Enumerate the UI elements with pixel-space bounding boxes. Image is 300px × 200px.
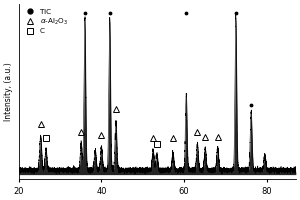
Legend: TiC, $\alpha$-Al$_2$O$_3$, C: TiC, $\alpha$-Al$_2$O$_3$, C [22, 8, 69, 35]
Y-axis label: Intensity, (a.u.): Intensity, (a.u.) [4, 62, 13, 121]
